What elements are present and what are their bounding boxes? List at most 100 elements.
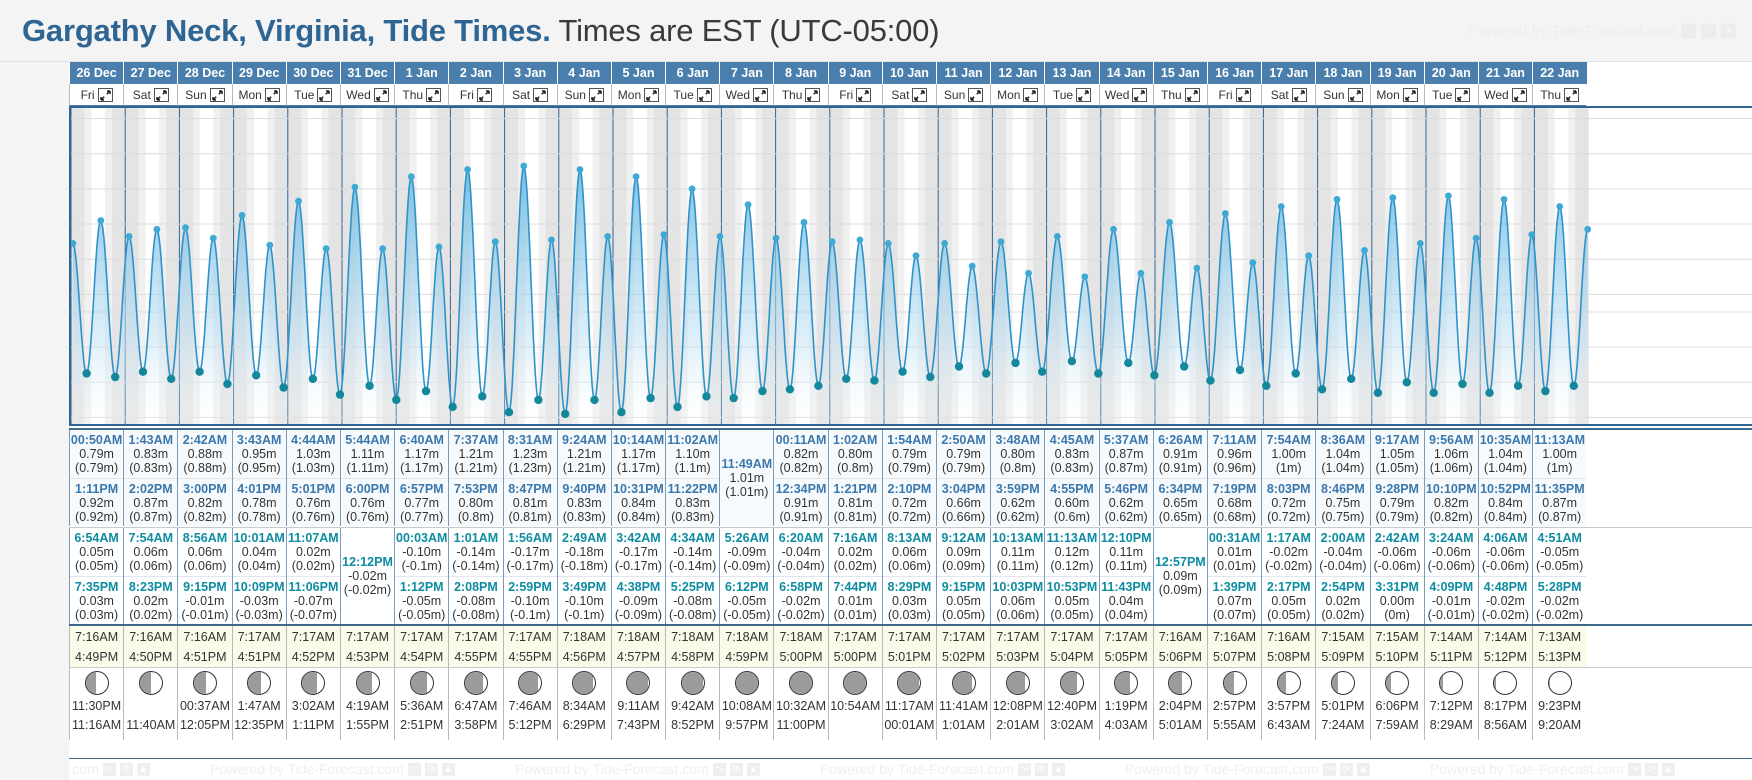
expand-icon[interactable] (1235, 88, 1251, 103)
weekday-header-cell[interactable]: Wed (1477, 84, 1533, 106)
weekday-header-cell[interactable]: Tue (285, 84, 340, 106)
expand-icon[interactable] (805, 88, 821, 103)
weekday-header-cell[interactable]: Wed (719, 84, 774, 106)
high-tide-time: 7:37AM (453, 433, 499, 447)
high-tide-entry: 12:34PM 0.91m (0.91m) (774, 478, 828, 526)
expand-icon[interactable] (1076, 88, 1092, 103)
expand-icon[interactable] (1347, 88, 1363, 103)
expand-icon[interactable] (644, 88, 660, 103)
weekday-header-cell[interactable]: Sat (1261, 84, 1316, 106)
expand-icon[interactable] (1511, 88, 1527, 103)
weekday-header-cell[interactable]: Fri (69, 84, 124, 106)
weekday-header-cell[interactable]: Sat (502, 84, 557, 106)
high-tide-entry: 8:03PM 0.72m (0.72m) (1262, 478, 1316, 526)
low-tide-height: 0.00m (1379, 594, 1415, 608)
expand-icon[interactable] (1564, 88, 1579, 103)
expand-icon[interactable] (153, 88, 169, 103)
weekday-header-cell[interactable]: Mon (1369, 84, 1424, 106)
moonrise-time: 6:43AM (1267, 718, 1311, 732)
expand-icon[interactable] (264, 88, 280, 103)
weekday-label: Sat (132, 88, 151, 102)
high-tide-time: 5:01PM (291, 482, 336, 496)
expand-icon[interactable] (373, 88, 389, 103)
low-tide-cell: 8:13AM 0.06m (0.06m) 8:29PM 0.03m (0.03m) (881, 528, 936, 624)
weekday-header-cell[interactable]: Fri (448, 84, 503, 106)
high-tide-height-alt: (1m) (1275, 461, 1302, 475)
weekday-label: Sun (1323, 88, 1345, 102)
weekday-header-cell[interactable]: Tue (1423, 84, 1478, 106)
weekday-header-cell[interactable]: Mon (610, 84, 666, 106)
low-tide-time: 1:17AM (1266, 531, 1311, 545)
high-tide-time: 7:54AM (1266, 433, 1311, 447)
expand-icon[interactable] (209, 88, 225, 103)
weekday-header-cell[interactable]: Thu (1152, 84, 1207, 106)
weekday-header-cell[interactable]: Sun (556, 84, 611, 106)
weekday-header-cell[interactable]: Fri (1206, 84, 1262, 106)
expand-icon[interactable] (1023, 88, 1039, 103)
expand-icon[interactable] (1455, 88, 1471, 103)
high-tide-height-alt: (0.79m) (887, 461, 931, 475)
wave-icon: 〜 (1627, 762, 1641, 776)
expand-icon[interactable] (1291, 88, 1307, 103)
low-tide-entry: 7:44PM 0.01m (0.01m) (828, 576, 882, 624)
high-tide-height-alt: (1.17m) (616, 461, 660, 475)
high-tide-time: 6:57PM (399, 482, 444, 496)
expand-icon[interactable] (533, 88, 549, 103)
expand-icon[interactable] (97, 88, 113, 103)
high-tide-height: 0.79m (892, 447, 927, 461)
sun-cell: 7:18AM 4:57PM (610, 626, 666, 668)
expand-icon[interactable] (856, 88, 872, 103)
expand-icon[interactable] (1402, 88, 1418, 103)
low-tide-entry: 8:29PM 0.03m (0.03m) (882, 576, 936, 624)
expand-icon[interactable] (912, 88, 928, 103)
expand-icon[interactable] (968, 88, 984, 103)
high-tide-time: 10:14AM (612, 433, 665, 447)
expand-icon[interactable] (476, 88, 492, 103)
weekday-header-cell[interactable]: Wed (1098, 84, 1153, 106)
moon-cell: 10:54AM (827, 668, 882, 740)
weekday-header-cell[interactable]: Thu (773, 84, 828, 106)
sunrise-time: 7:17AM (942, 630, 986, 644)
moon-phase-icon (247, 671, 272, 695)
weekday-header-cell[interactable]: Wed (339, 84, 395, 106)
moon-cell: 6:06PM 7:59AM (1369, 668, 1424, 740)
weekday-header-cell[interactable]: Fri (827, 84, 882, 106)
moonset-time: 9:11AM (617, 699, 660, 713)
low-tide-height-alt: (-0.14m) (452, 559, 500, 573)
high-tide-entry: 10:52PM 0.84m (0.84m) (1478, 478, 1533, 526)
low-tide-height: -0.03m (239, 594, 279, 608)
expand-icon[interactable] (753, 88, 769, 103)
weekday-header-cell[interactable]: Sat (881, 84, 936, 106)
low-tide-cell: 11:07AM 0.02m (0.02m) 11:06PM -0.07m (-0.07m) (285, 528, 340, 624)
sunset-time: 5:03PM (996, 650, 1040, 664)
expand-icon[interactable] (317, 88, 333, 103)
moonset-time: 4:19AM (345, 699, 390, 713)
expand-icon[interactable] (426, 88, 442, 103)
expand-icon[interactable] (588, 88, 604, 103)
weekday-header-cell[interactable]: Mon (231, 84, 286, 106)
low-tide-height: 0.03m (79, 594, 114, 608)
low-tide-height-alt: (0.11m) (1105, 559, 1148, 573)
weekday-header-cell[interactable]: Sun (1315, 84, 1370, 106)
weekday-header-cell[interactable]: Tue (665, 84, 720, 106)
expand-icon[interactable] (1184, 88, 1200, 103)
weekday-header-cell[interactable]: Sat (123, 84, 178, 106)
low-tide-height-alt: (-0.09m) (614, 608, 663, 622)
weekday-header-cell[interactable]: Tue (1044, 84, 1099, 106)
expand-icon[interactable] (696, 88, 712, 103)
weekday-label: Sun (943, 88, 966, 102)
sunset-time: 5:04PM (1050, 650, 1094, 664)
high-tide-height-alt: (0.62m) (996, 510, 1040, 524)
low-tide-time: 11:43PM (1101, 580, 1152, 594)
weekday-header-cell[interactable]: Sun (177, 84, 232, 106)
high-tide-entry: 5:46PM 0.62m (0.62m) (1099, 478, 1153, 526)
weekday-label: Fri (1218, 88, 1233, 102)
weekday-header-cell[interactable]: Mon (990, 84, 1045, 106)
weekday-header-cell[interactable]: Thu (1532, 84, 1587, 106)
moon-cell: 2:57PM 5:55AM (1206, 668, 1262, 740)
high-tide-entry: 11:35PM 0.87m (0.87m) (1533, 478, 1587, 526)
expand-icon[interactable] (1132, 88, 1148, 103)
weekday-header-cell[interactable]: Sun (936, 84, 991, 106)
moonrise-time: 7:59AM (1375, 718, 1419, 732)
weekday-header-cell[interactable]: Thu (394, 84, 449, 106)
